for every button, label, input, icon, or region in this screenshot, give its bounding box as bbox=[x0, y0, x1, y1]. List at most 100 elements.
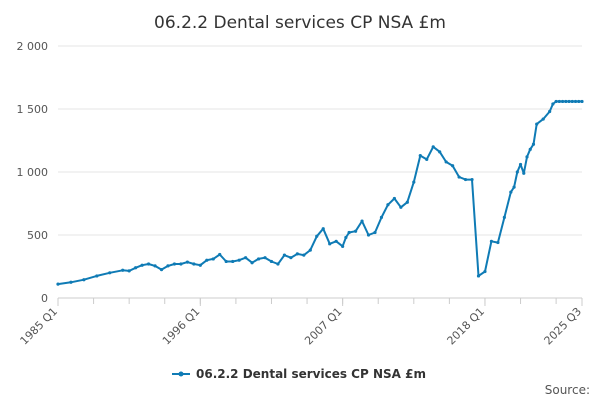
data-point[interactable] bbox=[211, 257, 215, 261]
data-point[interactable] bbox=[438, 150, 442, 154]
data-point[interactable] bbox=[522, 171, 526, 175]
data-point[interactable] bbox=[541, 117, 545, 121]
data-point[interactable] bbox=[315, 234, 319, 238]
data-point[interactable] bbox=[295, 252, 299, 256]
data-point[interactable] bbox=[451, 164, 455, 168]
data-point[interactable] bbox=[373, 230, 377, 235]
data-point[interactable] bbox=[431, 145, 435, 149]
data-point[interactable] bbox=[399, 205, 403, 209]
data-point[interactable] bbox=[205, 258, 209, 262]
data-point[interactable] bbox=[580, 99, 584, 104]
data-point[interactable] bbox=[82, 278, 86, 282]
data-point[interactable] bbox=[282, 253, 287, 257]
data-point[interactable] bbox=[386, 203, 390, 207]
data-point[interactable] bbox=[496, 240, 500, 245]
data-point[interactable] bbox=[360, 219, 364, 223]
data-point[interactable] bbox=[198, 263, 202, 267]
data-point[interactable] bbox=[515, 170, 519, 174]
data-point[interactable] bbox=[237, 258, 241, 262]
data-point[interactable] bbox=[179, 262, 183, 266]
data-point[interactable] bbox=[531, 142, 536, 146]
data-point[interactable] bbox=[328, 242, 332, 246]
data-point[interactable] bbox=[551, 102, 555, 106]
data-point[interactable] bbox=[276, 262, 280, 266]
data-point[interactable] bbox=[108, 271, 112, 275]
data-point[interactable] bbox=[535, 122, 539, 126]
data-point[interactable] bbox=[457, 175, 461, 179]
data-point[interactable] bbox=[166, 264, 170, 268]
data-point[interactable] bbox=[95, 274, 99, 278]
data-point[interactable] bbox=[560, 99, 565, 104]
data-point[interactable] bbox=[256, 257, 261, 261]
data-point[interactable] bbox=[483, 269, 487, 274]
x-tick-label: 2007 Q1 bbox=[302, 305, 345, 348]
data-point[interactable] bbox=[224, 259, 228, 264]
data-point[interactable] bbox=[570, 99, 574, 104]
data-point[interactable] bbox=[425, 157, 429, 161]
data-point[interactable] bbox=[302, 253, 306, 257]
data-point[interactable] bbox=[353, 229, 358, 233]
data-point[interactable] bbox=[341, 244, 345, 248]
data-point[interactable] bbox=[244, 256, 248, 260]
data-point[interactable] bbox=[250, 261, 254, 265]
data-point[interactable] bbox=[159, 268, 164, 272]
data-point[interactable] bbox=[289, 256, 293, 260]
data-point[interactable] bbox=[263, 256, 267, 260]
data-point[interactable] bbox=[418, 154, 422, 158]
data-point[interactable] bbox=[444, 160, 448, 164]
data-point[interactable] bbox=[269, 259, 274, 264]
data-point[interactable] bbox=[502, 215, 506, 219]
data-point[interactable] bbox=[347, 230, 351, 235]
data-point[interactable] bbox=[192, 262, 196, 266]
data-point[interactable] bbox=[134, 266, 138, 270]
data-point[interactable] bbox=[564, 99, 568, 104]
series-line[interactable] bbox=[57, 100, 582, 286]
data-point[interactable] bbox=[308, 248, 312, 252]
data-point[interactable] bbox=[146, 262, 151, 266]
data-point[interactable] bbox=[470, 177, 474, 182]
data-point[interactable] bbox=[405, 200, 409, 204]
data-point[interactable] bbox=[69, 280, 73, 284]
data-point[interactable] bbox=[463, 177, 468, 182]
data-point[interactable] bbox=[512, 185, 516, 189]
data-point[interactable] bbox=[334, 239, 338, 243]
data-point[interactable] bbox=[231, 259, 235, 264]
data-point[interactable] bbox=[344, 235, 348, 240]
data-point[interactable] bbox=[573, 99, 578, 104]
data-point[interactable] bbox=[567, 99, 571, 104]
data-point[interactable] bbox=[554, 99, 558, 104]
data-point[interactable] bbox=[379, 215, 384, 219]
legend[interactable]: 06.2.2 Dental services CP NSA £m bbox=[172, 367, 426, 381]
data-point[interactable] bbox=[153, 264, 157, 268]
data-point[interactable] bbox=[218, 252, 222, 257]
series-layer bbox=[56, 99, 584, 286]
legend-label: 06.2.2 Dental services CP NSA £m bbox=[196, 367, 426, 381]
y-tick-label: 0 bbox=[41, 292, 48, 305]
data-point[interactable] bbox=[525, 155, 529, 159]
legend-marker-swatch bbox=[178, 371, 184, 377]
data-point[interactable] bbox=[392, 196, 396, 201]
chart-title: 06.2.2 Dental services CP NSA £m bbox=[154, 13, 446, 33]
data-point[interactable] bbox=[489, 239, 494, 243]
data-point[interactable] bbox=[518, 162, 523, 167]
data-point[interactable] bbox=[548, 109, 552, 114]
grid-lines bbox=[58, 45, 582, 236]
y-tick-label: 1 000 bbox=[17, 166, 49, 179]
y-tick-label: 500 bbox=[27, 229, 48, 242]
data-point[interactable] bbox=[172, 262, 177, 266]
data-point[interactable] bbox=[185, 260, 189, 264]
data-point[interactable] bbox=[140, 263, 144, 267]
data-point[interactable] bbox=[366, 233, 371, 237]
data-point[interactable] bbox=[127, 269, 131, 273]
data-point[interactable] bbox=[476, 274, 481, 278]
data-point[interactable] bbox=[577, 99, 581, 104]
data-point[interactable] bbox=[56, 282, 60, 286]
data-point[interactable] bbox=[528, 147, 532, 151]
data-point[interactable] bbox=[121, 268, 125, 272]
x-tick-label: 2025 Q3 bbox=[542, 305, 585, 348]
data-point[interactable] bbox=[557, 99, 561, 104]
data-point[interactable] bbox=[509, 190, 513, 194]
data-point[interactable] bbox=[412, 180, 416, 184]
data-point[interactable] bbox=[321, 227, 325, 231]
